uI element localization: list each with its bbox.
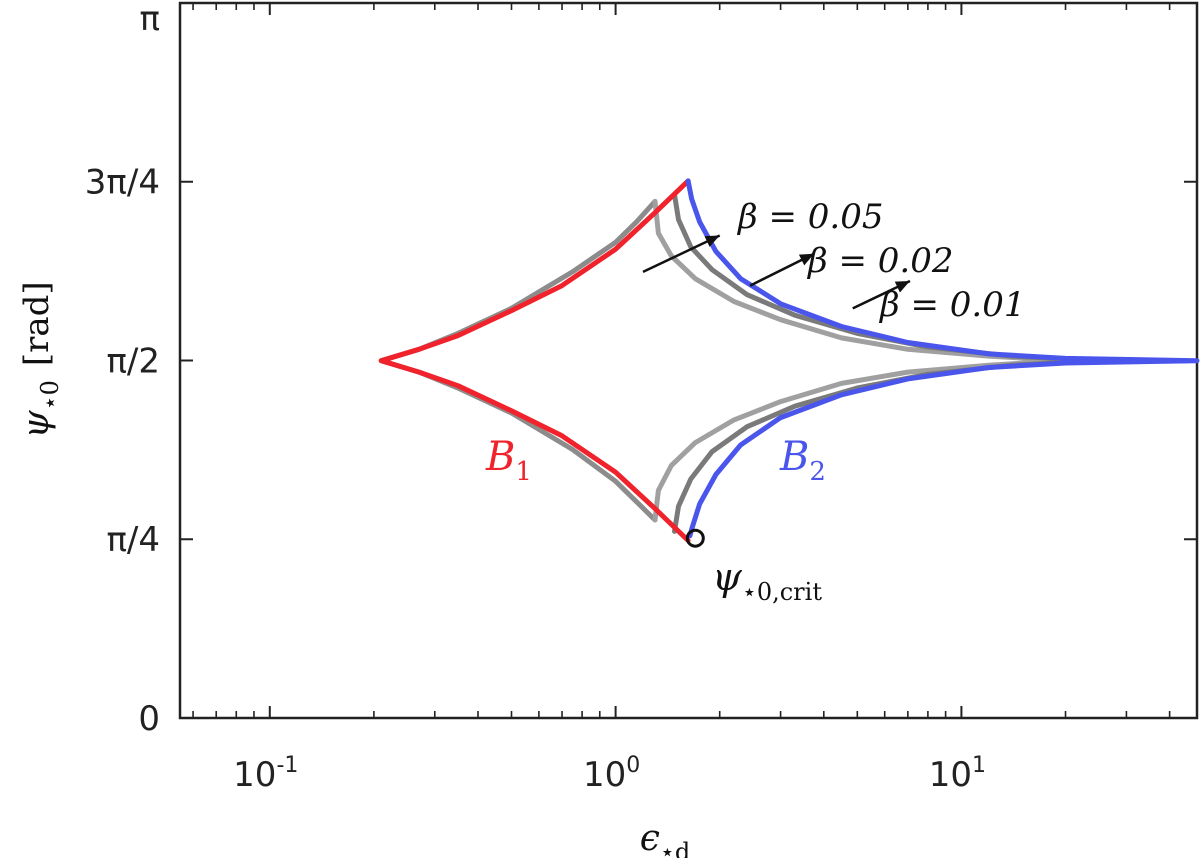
y-tick-label: π [140,0,160,39]
annotation-crit: ψ⋆0,crit [712,555,822,606]
annotation-group: B1 B2 β = 0.05β = 0.02β = 0.01 ψ⋆0,crit [485,197,1025,606]
annotation-beta01: β = 0.01 [878,285,1025,325]
series-b1-line [378,178,691,543]
x-tick-label: 10-1 [233,753,298,795]
y-tick-label: π/2 [106,341,160,381]
y-tick-label: 0 [138,699,160,739]
svg-text:ψ⋆0[rad]: ψ⋆0[rad] [16,281,64,438]
annotation-beta02: β = 0.02 [806,241,953,281]
x-axis-label: ϵ⋆d [640,818,691,858]
y-tick-label: 3π/4 [85,163,160,203]
beta-arrow-head [798,253,815,266]
x-tick-label: 100 [583,753,640,795]
axis-ticks: 10-1 100 101 0 π/4 π/2 3π/4 π [85,0,1197,795]
y-tick-label: π/4 [106,520,160,560]
annotation-b1: B1 [485,434,532,487]
beta-arrow-head [704,235,720,247]
y-axis-label: ψ⋆0[rad] [16,281,64,438]
series-group [378,178,1200,548]
x-tick-label: 101 [929,753,986,795]
critical-point-marker [685,528,705,548]
beta-arrow-shaft [642,234,721,274]
annotation-b2: B2 [779,434,826,487]
annotation-beta05: β = 0.05 [736,197,883,237]
beta-arrow-head [894,281,910,293]
series-b2-line [685,178,1200,539]
